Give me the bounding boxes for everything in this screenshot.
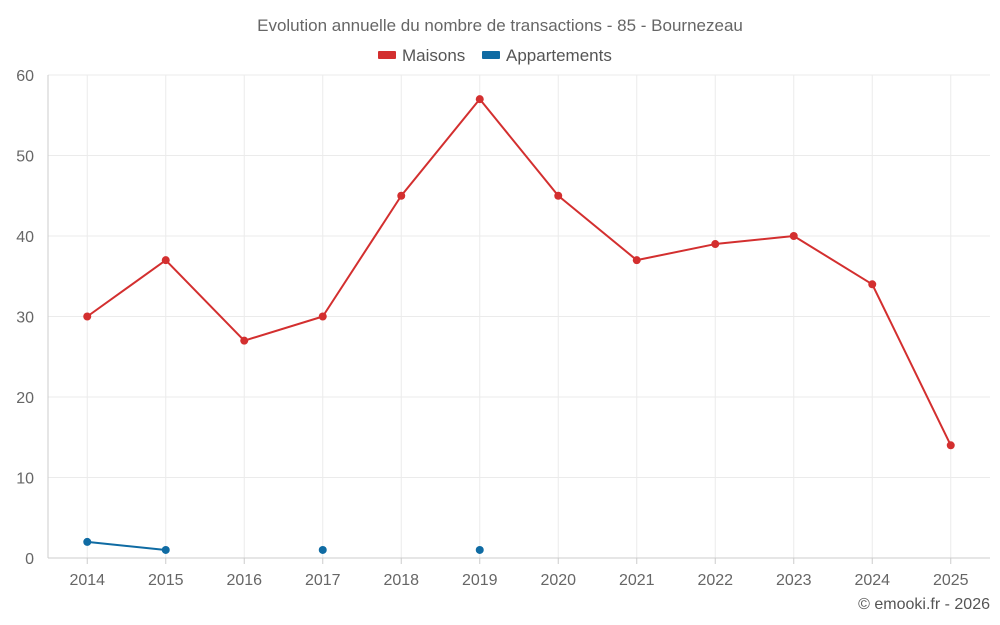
axes: 0 10 20 30 40 50 60 2014 2015 2016 2017 2018 2019 202… [16,68,990,589]
series-line-appartements [87,540,166,551]
data-point-appartements-2017[interactable] [318,545,327,554]
x-tick-label: 2023 [776,572,812,589]
chart-title: Evolution annuelle du nombre de transact… [257,16,743,35]
legend-item-maisons[interactable]: Maisons [378,46,465,65]
y-tick-label: 0 [25,551,34,568]
data-point-maisons-2016[interactable] [240,336,249,345]
data-point-appartements-2015[interactable] [161,545,170,554]
data-point-maisons-2025[interactable] [946,441,955,450]
data-point-maisons-2023[interactable] [789,232,798,240]
data-point-maisons-2017[interactable] [318,312,327,321]
x-tick-label: 2020 [540,572,576,589]
x-tick-label: 2014 [69,572,105,589]
x-tick-label: 2019 [462,572,498,589]
y-tick-label: 40 [16,229,34,246]
series-line-maisons [86,98,952,446]
x-tick-label: 2016 [226,572,262,589]
data-point-appartements-2014[interactable] [83,537,92,546]
y-tick-label: 30 [16,310,34,327]
data-point-maisons-2014[interactable] [83,312,92,321]
credit-text: © emooki.fr - 2026 [858,596,990,613]
data-point-maisons-2024[interactable] [868,280,877,289]
x-tick-label: 2015 [148,572,184,589]
legend-swatch-maisons [378,51,396,59]
legend: Maisons Appartements [378,46,612,65]
legend-label-appartements: Appartements [506,46,612,65]
x-tick-label: 2022 [697,572,733,589]
y-tick-label: 60 [16,68,34,85]
x-tick-label: 2024 [854,572,890,589]
x-tick-label: 2025 [933,572,969,589]
legend-label-maisons: Maisons [402,46,465,65]
series-appartements [83,537,484,554]
legend-item-appartements[interactable]: Appartements [482,46,612,65]
series-layer [83,95,955,554]
legend-swatch-appartements [482,51,500,59]
data-point-maisons-2022[interactable] [711,240,720,249]
x-tick-label: 2017 [305,572,341,589]
data-point-maisons-2020[interactable] [554,191,563,200]
y-tick-label: 20 [16,390,34,407]
x-tick-label: 2018 [383,572,419,589]
series-maisons [83,95,955,450]
y-tick-label: 10 [16,471,34,488]
y-tick-label: 50 [16,149,34,166]
x-tick-label: 2021 [619,572,655,589]
data-point-maisons-2019[interactable] [475,95,484,104]
data-point-maisons-2018[interactable] [397,191,406,200]
data-point-maisons-2015[interactable] [161,256,170,265]
data-point-appartements-2019[interactable] [475,545,484,554]
data-point-maisons-2021[interactable] [632,256,641,265]
grid [48,74,990,558]
